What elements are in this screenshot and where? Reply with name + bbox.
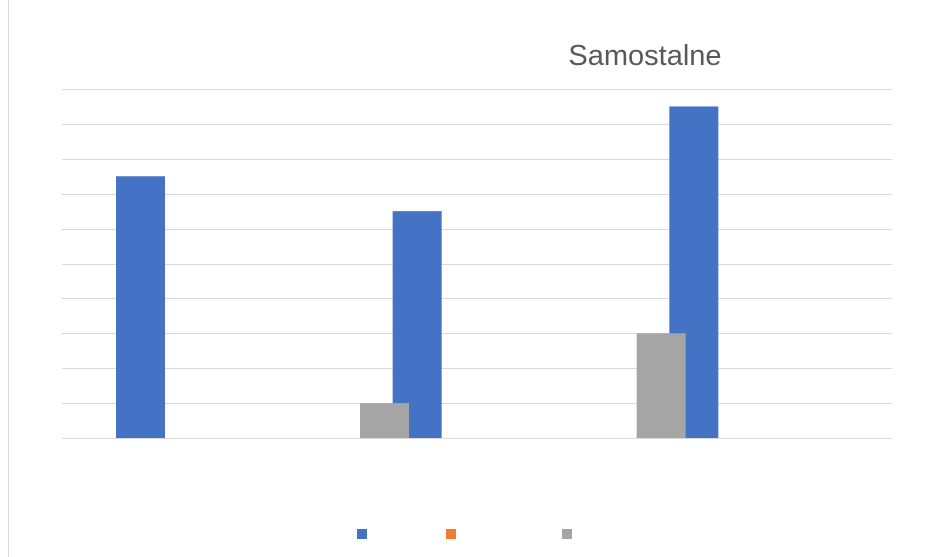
chart-legend xyxy=(0,527,952,541)
bar-series-3-category-2 xyxy=(636,333,686,438)
legend-item-series-1 xyxy=(357,527,367,541)
legend-swatch-series-3 xyxy=(562,529,572,539)
legend-item-series-3 xyxy=(562,527,572,541)
bar-series-1-category-1 xyxy=(116,176,165,438)
legend-swatch-series-2 xyxy=(446,529,456,539)
chart-title: Samostalne xyxy=(568,40,722,72)
legend-swatch-series-1 xyxy=(357,529,367,539)
bar-series-1-category-2 xyxy=(392,211,442,438)
bar-series-3-category-1 xyxy=(360,403,409,438)
chart-frame-left-border xyxy=(8,0,9,557)
legend-item-series-2 xyxy=(446,527,456,541)
